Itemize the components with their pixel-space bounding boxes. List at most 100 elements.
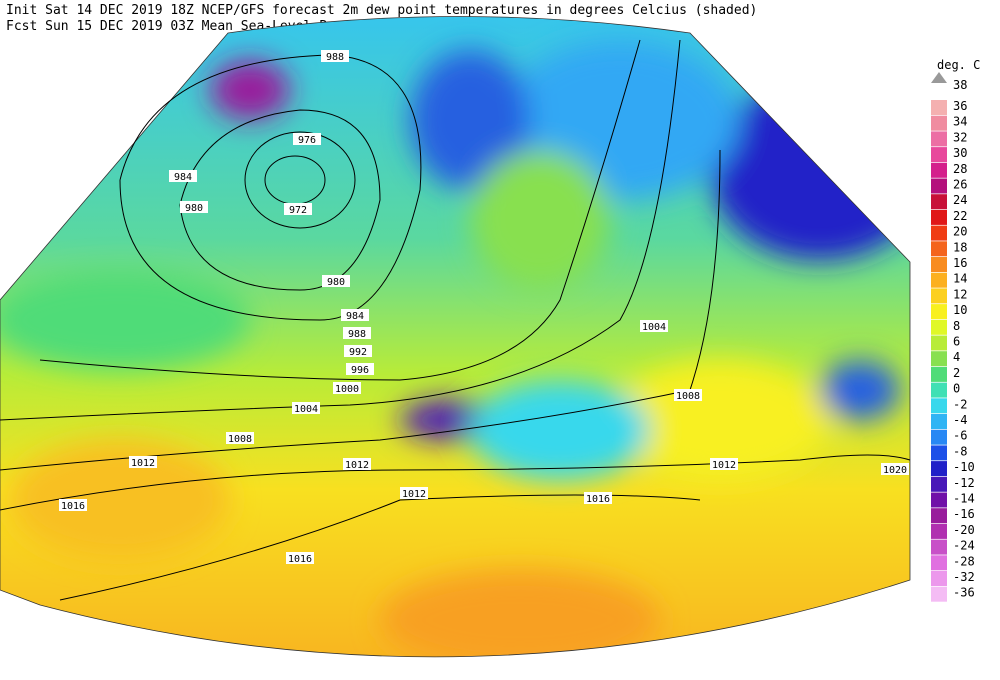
legend-label: 28 xyxy=(953,162,967,176)
legend-label: 26 xyxy=(953,178,967,192)
legend-swatch xyxy=(931,147,947,163)
legend-label: -4 xyxy=(953,413,967,427)
isobar-label: 1008 xyxy=(676,391,700,402)
isobar-label: 1016 xyxy=(586,494,610,505)
legend-label: 34 xyxy=(953,115,967,129)
legend-swatch xyxy=(931,162,947,178)
legend-swatch xyxy=(931,414,947,429)
isobar-label-box xyxy=(333,382,361,394)
isobar-label: 1012 xyxy=(345,460,369,471)
legend-label: 20 xyxy=(953,225,967,239)
isobar-label: 1012 xyxy=(712,460,736,471)
isobar-label: 988 xyxy=(348,329,366,340)
legend-swatch xyxy=(931,429,947,445)
legend-unit: deg. C xyxy=(937,58,980,72)
header-line: Init Sat 14 DEC 2019 18Z NCEP/GFS foreca… xyxy=(6,3,757,18)
legend-swatch xyxy=(931,382,947,398)
legend-label: 0 xyxy=(953,382,960,396)
legend-swatch xyxy=(931,178,947,194)
legend-label: 2 xyxy=(953,366,960,380)
legend-swatch xyxy=(931,586,947,602)
legend-swatch xyxy=(931,492,947,508)
isobar-label-box xyxy=(400,487,428,499)
legend-swatch xyxy=(931,131,947,147)
isobar-label: 1016 xyxy=(288,554,312,565)
legend-swatch xyxy=(931,461,947,477)
legend-top-arrow xyxy=(931,72,947,83)
legend-label: 24 xyxy=(953,193,967,207)
isobar-label-box xyxy=(674,389,702,401)
isobar-label-box xyxy=(226,432,254,444)
legend-label: -6 xyxy=(953,429,967,443)
legend-label: -36 xyxy=(953,586,975,600)
legend-swatch xyxy=(931,366,947,382)
isobar-label-box xyxy=(129,456,157,468)
legend-label: -16 xyxy=(953,507,975,521)
isobar-label: 976 xyxy=(298,135,316,146)
legend-swatch xyxy=(931,476,947,492)
legend-label: 4 xyxy=(953,350,960,364)
isobar-label: 1012 xyxy=(131,458,155,469)
dew-point-field xyxy=(0,16,910,657)
map-border xyxy=(0,16,911,658)
legend-swatch xyxy=(931,100,947,115)
isobar-label-box xyxy=(341,309,369,321)
legend-label: 30 xyxy=(953,146,967,160)
legend-swatch xyxy=(931,304,947,320)
legend-label: 18 xyxy=(953,240,967,254)
legend-label: 14 xyxy=(953,272,967,286)
isobar-labels: 988 976 984 980 972 980 984 988 992 996 1000 1004 10… xyxy=(59,50,909,565)
legend-swatch xyxy=(931,209,947,225)
isobar-label: 984 xyxy=(346,311,364,322)
isobar-label-box xyxy=(710,458,738,470)
isobar-label-box xyxy=(343,458,371,470)
legend-label: -8 xyxy=(953,444,967,458)
isobar-label-box xyxy=(292,402,320,414)
legend-swatch xyxy=(931,288,947,304)
legend-swatch xyxy=(931,335,947,351)
legend-label: 36 xyxy=(953,99,967,113)
isobar-label: 992 xyxy=(349,347,367,358)
legend-label: 22 xyxy=(953,209,967,223)
legend-label: -10 xyxy=(953,460,975,474)
legend-label: -12 xyxy=(953,476,975,490)
isobar-label-box xyxy=(344,345,372,357)
isobar-label-box xyxy=(286,552,314,564)
isobar-label-box xyxy=(284,203,312,215)
isobar-label: 984 xyxy=(174,172,192,183)
isobar-label: 980 xyxy=(185,203,203,214)
legend-swatch xyxy=(931,194,947,210)
isobar-label: 1004 xyxy=(294,404,318,415)
legend-swatch xyxy=(931,319,947,335)
legend-swatch xyxy=(931,257,947,272)
isobar-label-box xyxy=(881,463,909,475)
isobar-lines xyxy=(0,39,911,601)
isobar-label-box xyxy=(346,363,374,375)
isobar-label-box xyxy=(169,170,197,182)
legend-label: -20 xyxy=(953,523,975,537)
isobar-label: 1012 xyxy=(402,489,426,500)
isobar-label-box xyxy=(59,499,87,511)
legend-swatch xyxy=(931,508,947,524)
legend-label: 38 xyxy=(953,78,967,92)
legend-swatch xyxy=(931,571,947,586)
legend-label: -14 xyxy=(953,492,975,506)
isobar-label: 988 xyxy=(326,52,344,63)
isobar-label: 980 xyxy=(327,277,345,288)
isobar-label-box xyxy=(584,492,612,504)
legend-label: -2 xyxy=(953,397,967,411)
legend-swatch xyxy=(931,555,947,571)
legend-swatch xyxy=(931,539,947,555)
isobar-label: 996 xyxy=(351,365,369,376)
legend-swatch xyxy=(931,398,947,414)
legend-label: 12 xyxy=(953,287,967,301)
legend-swatch xyxy=(931,241,947,257)
legend-label: -28 xyxy=(953,554,975,568)
legend-label: -24 xyxy=(953,539,975,553)
legend-label: 16 xyxy=(953,256,967,270)
legend-swatch xyxy=(931,225,947,241)
isobar-label-box xyxy=(640,320,668,332)
isobar-label: 1020 xyxy=(883,465,907,476)
